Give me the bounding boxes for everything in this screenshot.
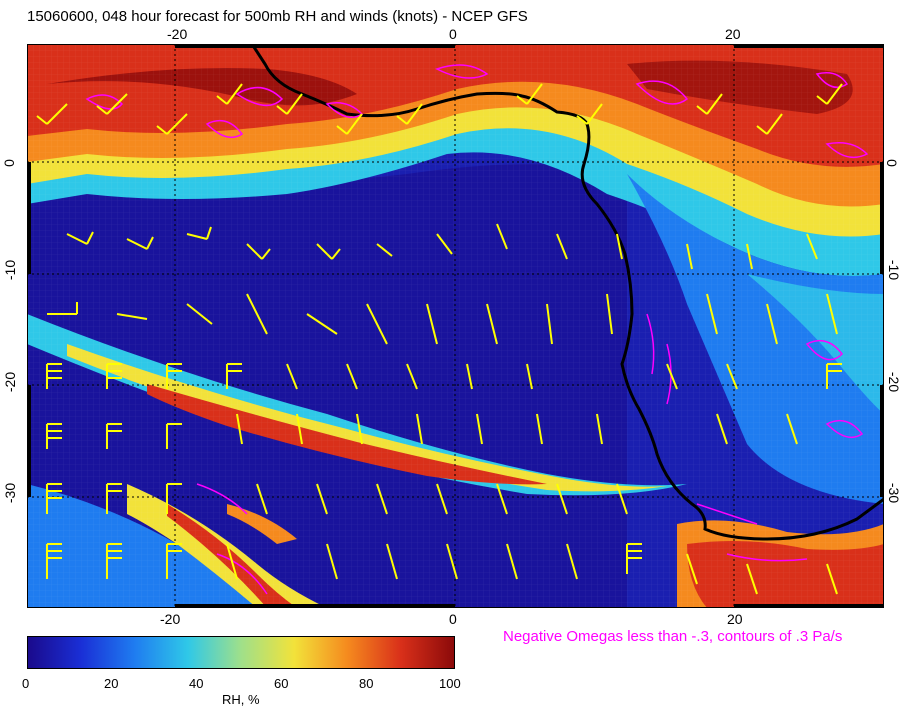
rh-colorbar xyxy=(27,636,455,669)
colorbar-tick-40: 40 xyxy=(189,676,204,691)
left-tick-neg30: -30 xyxy=(2,482,19,504)
frame-bar-right xyxy=(880,162,884,274)
map-title: 15060600, 048 hour forecast for 500mb RH… xyxy=(27,8,528,25)
wind-barbs xyxy=(36,83,843,595)
colorbar-tick-100: 100 xyxy=(439,676,461,691)
omega-note: Negative Omegas less than -.3, contours … xyxy=(503,628,843,645)
frame-bar-right-2 xyxy=(880,385,884,497)
top-tick-0: 0 xyxy=(449,26,457,42)
graticule xyxy=(27,44,884,608)
colorbar-tick-0: 0 xyxy=(22,676,30,691)
frame-bar-left-2 xyxy=(27,385,31,497)
colorbar-label: RH, % xyxy=(222,692,260,707)
rh-wind-map xyxy=(27,44,884,608)
coastline xyxy=(250,44,884,541)
map-frame xyxy=(27,44,884,608)
colorbar-tick-20: 20 xyxy=(104,676,119,691)
bottom-tick-0: 0 xyxy=(449,611,457,627)
right-tick-neg20: -20 xyxy=(886,371,903,393)
colorbar-tick-80: 80 xyxy=(359,676,374,691)
frame-bar-top xyxy=(175,44,455,48)
top-tick-20: 20 xyxy=(725,26,741,42)
frame-bar-left xyxy=(27,162,31,274)
right-tick-neg30: -30 xyxy=(886,482,903,504)
frame-bar-bottom-right xyxy=(734,604,884,608)
right-tick-0: 0 xyxy=(883,159,900,167)
right-tick-neg10: -10 xyxy=(886,259,903,281)
left-tick-0: 0 xyxy=(0,159,17,167)
bottom-tick-20: 20 xyxy=(727,611,743,627)
left-tick-neg10: -10 xyxy=(2,259,19,281)
bottom-tick-neg20: -20 xyxy=(160,611,181,627)
left-tick-neg20: -20 xyxy=(2,371,19,393)
colorbar-tick-60: 60 xyxy=(274,676,289,691)
top-tick-neg20: -20 xyxy=(167,26,188,42)
frame-bar-bottom xyxy=(175,604,455,608)
frame-bar-top-right xyxy=(734,44,884,48)
